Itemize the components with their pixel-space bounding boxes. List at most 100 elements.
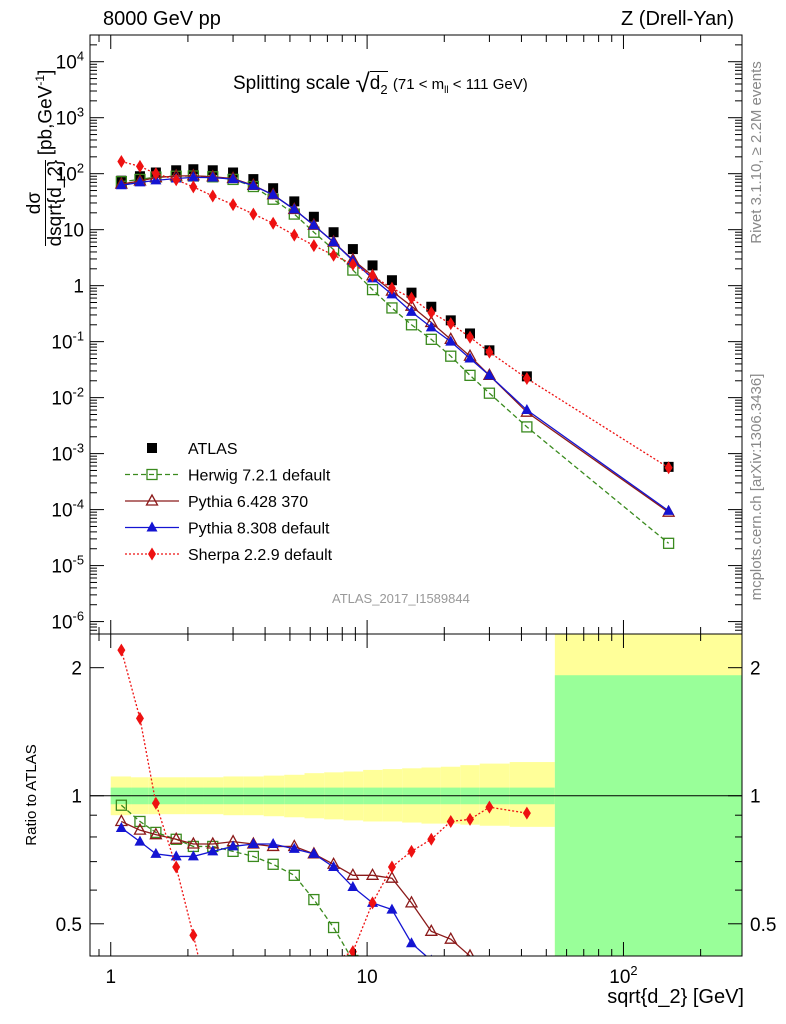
- main-y-tick-label: 10-3: [51, 441, 84, 466]
- marker-diamond: [117, 643, 126, 657]
- plot-title-range: (71 < mll < 111 GeV): [392, 76, 528, 96]
- main-y-tick-label-exp: -6: [73, 609, 84, 624]
- marker-diamond: [249, 207, 258, 221]
- marker-diamond: [427, 832, 436, 846]
- plot-title: Splitting scale √d2 (71 < mll < 111 GeV): [233, 68, 528, 103]
- marker-triangle: [247, 838, 259, 849]
- marker-diamond: [466, 812, 475, 826]
- marker-square-open: [483, 387, 496, 399]
- x-tick-label-base: 10: [609, 967, 630, 988]
- main-y-tick-label-base: 10: [51, 501, 72, 522]
- main-y-tick-label-base: 10: [56, 165, 77, 186]
- marker-diamond: [172, 173, 181, 187]
- marker-diamond: [522, 371, 531, 385]
- series-pythia: [115, 171, 675, 515]
- main-series-group: [114, 155, 676, 549]
- legend: ATLAS Herwig 7.2.1 default Pythia 6.428 37…: [125, 441, 333, 564]
- marker-triangle: [170, 850, 182, 861]
- series-herwig: [115, 170, 675, 549]
- marker-diamond: [189, 928, 198, 942]
- marker-diamond: [209, 1012, 217, 1024]
- rivet-label: Rivet 3.1.10, ≥ 2.2M events: [748, 61, 765, 244]
- marker-square-open: [445, 350, 457, 362]
- marker-diamond: [446, 814, 455, 828]
- series-line: [121, 820, 471, 956]
- marker-triangle: [146, 521, 158, 532]
- marker-square-open: [146, 468, 158, 481]
- axes-group: [89, 34, 743, 957]
- marker-triangle-open: [484, 978, 495, 988]
- marker-square-open: [267, 858, 279, 870]
- marker-square-open: [386, 302, 398, 314]
- marker-square-open: [366, 283, 379, 296]
- marker-triangle: [521, 404, 533, 415]
- marker-triangle: [187, 171, 199, 182]
- marker-triangle: [288, 203, 300, 214]
- marker-triangle: [227, 840, 239, 851]
- marker-triangle: [150, 847, 162, 858]
- plot-title-sqrt: d2: [369, 71, 388, 97]
- marker-diamond: [485, 800, 494, 814]
- legend-entry: ATLAS: [147, 441, 238, 458]
- marker-triangle-open: [444, 931, 458, 944]
- marker-square: [289, 196, 300, 207]
- main-y-tick-label-exp: 4: [77, 49, 84, 64]
- main-y-tick-label: 104: [56, 49, 84, 74]
- marker-triangle: [115, 821, 127, 832]
- ratio-y-tick-label: 0.5: [56, 915, 82, 936]
- marker-square-open: [115, 799, 128, 811]
- main-y-tick-label-base: 10: [51, 333, 72, 354]
- main-y-tick-label: 10-5: [51, 553, 84, 578]
- marker-diamond: [151, 796, 160, 810]
- series-herwig: [115, 799, 359, 956]
- main-y-tick-label: 1: [73, 277, 84, 298]
- marker-square-open: [134, 815, 146, 828]
- ratio-y-tick-label: 2: [71, 659, 82, 680]
- marker-diamond: [348, 945, 357, 956]
- main-y-tick-label-exp: -3: [73, 441, 84, 456]
- marker-diamond: [466, 330, 475, 344]
- main-y-tick-label-exp: 3: [77, 105, 84, 120]
- legend-label: Pythia 6.428 370: [188, 494, 308, 511]
- marker-triangle-open: [149, 827, 163, 840]
- main-y-tick-label-base: 10: [63, 221, 84, 242]
- series-sherpa: [117, 155, 673, 475]
- legend-entry: Herwig 7.2.1 default: [125, 468, 331, 485]
- main-y-tick-label-base: 10: [56, 109, 77, 130]
- marker-triangle: [465, 978, 476, 988]
- marker-square-open: [405, 319, 418, 331]
- marker-triangle-open: [346, 867, 360, 880]
- marker-triangle-open: [169, 831, 183, 844]
- series-line: [120, 804, 352, 956]
- main-y-tick-label-exp: -2: [73, 385, 84, 400]
- main-y-tick-label: 10-1: [51, 329, 84, 354]
- legend-entry: Pythia 6.428 370: [125, 493, 308, 511]
- series-line: [121, 175, 669, 513]
- marker-triangle: [134, 835, 146, 846]
- marker-triangle: [115, 179, 127, 190]
- band-stat: [554, 675, 742, 956]
- x-tick-label-base: 10: [357, 967, 378, 988]
- marker-triangle: [207, 171, 219, 182]
- marker-triangle: [406, 305, 418, 316]
- series-line: [121, 175, 670, 544]
- series-pythia: [114, 814, 495, 988]
- marker-square-open: [327, 921, 340, 934]
- header-left: 8000 GeV pp: [103, 8, 221, 30]
- marker-diamond: [485, 345, 494, 359]
- marker-diamond: [522, 806, 531, 820]
- marker-triangle: [328, 236, 340, 247]
- marker-triangle: [187, 850, 199, 861]
- watermark: ATLAS_2017_I1589844: [332, 591, 470, 606]
- marker-diamond: [387, 860, 396, 874]
- marker-diamond: [135, 711, 144, 725]
- marker-triangle: [464, 352, 476, 363]
- plot-title-main: Splitting scale: [233, 73, 351, 94]
- ratio-y-tick-label-right: 0.5: [750, 915, 776, 936]
- ratio-y-tick-label: 1: [71, 787, 82, 808]
- marker-triangle-open: [404, 895, 419, 908]
- marker-triangle: [328, 860, 340, 871]
- marker-triangle: [406, 937, 418, 948]
- marker-triangle: [445, 968, 456, 978]
